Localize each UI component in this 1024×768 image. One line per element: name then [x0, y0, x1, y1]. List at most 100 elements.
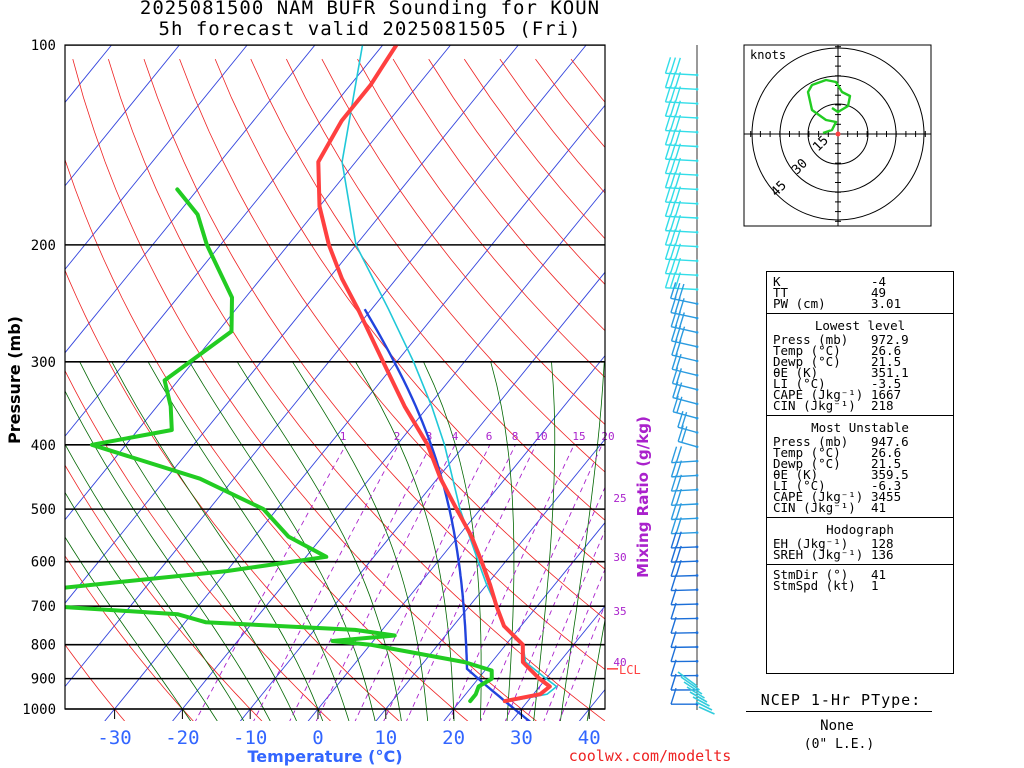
wind-barb-flag [664, 114, 672, 131]
lowest-label: Dewp (°C) [773, 354, 841, 369]
temperature-tick-label: 40 [578, 727, 601, 749]
wind-barb-flag [670, 531, 677, 549]
plot-frame [64, 44, 606, 710]
lowest-row: Dewp (°C) 21.5 [773, 354, 953, 369]
mixing-ratio-line [253, 444, 399, 721]
mixing-ratio-tick-label: 35 [613, 605, 626, 618]
moist-adiabat-line [236, 361, 402, 721]
pressure-tick-label: 200 [31, 238, 56, 254]
mixing-ratio-line [558, 603, 605, 721]
wind-barb-flag [670, 324, 678, 342]
wind-barb-flag [670, 489, 678, 506]
wind-barb-flag [674, 229, 682, 246]
wind-barb-flag [675, 545, 682, 563]
dry-adiabat-line [65, 369, 332, 721]
isotherm-line [65, 45, 451, 521]
pressure-tick-label: 100 [31, 38, 56, 54]
moist-adiabat-line [586, 617, 605, 721]
lowest-value: 26.6 [871, 343, 902, 358]
virtual-temperature-line [341, 45, 558, 702]
mixing-ratio-line [383, 444, 516, 721]
wind-barb-flag [669, 114, 677, 132]
mixing-ratio-axis-title: Mixing Ratio (g/kg) [634, 416, 652, 578]
hodo-label: EH (Jkg⁻¹) [773, 536, 849, 551]
wind-barb-flag [669, 143, 677, 160]
wind-barb-flag [669, 157, 677, 174]
wind-barb-flag [674, 100, 682, 117]
wind-barb-staff [677, 426, 698, 434]
unstable-row: θE (K) 359.5 [773, 468, 953, 481]
credit-text: coolwx.com/modelts [569, 747, 732, 765]
wind-barb-flag [670, 602, 677, 620]
dry-adiabat-line [392, 58, 605, 332]
unstable-row: CIN (Jkg⁻¹) 41 [773, 501, 953, 514]
wind-barb-flag [664, 57, 672, 74]
isotherm-line [65, 45, 519, 604]
lowest-value: 1667 [871, 387, 902, 402]
mixing-ratio-line [448, 444, 575, 721]
mixing-ratio-line [480, 444, 603, 721]
wind-barb-flag [664, 257, 672, 274]
unstable-row: Temp (°C) 26.6 [773, 446, 953, 459]
temperature-tick-label: 10 [374, 727, 397, 749]
isotherm-line [104, 104, 605, 721]
unstable-row: Dewp (°C) 21.5 [773, 456, 953, 471]
wind-barb-flag [675, 488, 682, 506]
ptype-value: None [820, 718, 854, 734]
temperature-tick-label: 20 [442, 727, 465, 749]
unstable-value: 21.5 [871, 456, 902, 471]
pressure-tick-label: 900 [31, 672, 56, 688]
wind-barb-flag [664, 185, 672, 203]
indices-most-unstable: Most Unstable Press (mb) 947.6 Temp (°C) 26… [767, 416, 953, 518]
wind-barb-flag [664, 128, 672, 146]
wind-barb-flag [669, 271, 677, 289]
lowest-row: LI (°C) -3.5 [773, 376, 953, 391]
moist-adiabat-line [147, 361, 350, 721]
wind-barb-flag [674, 186, 682, 203]
wind-barb-flag [669, 171, 677, 189]
wind-barb-flag [670, 631, 677, 648]
wind-barb-flag [676, 396, 683, 414]
dry-adiabat-line [72, 58, 537, 721]
mixing-ratio-line [289, 444, 432, 721]
pressure-tick-label: 800 [31, 638, 56, 654]
hodograph-title: Hodograph [826, 522, 894, 537]
indices-hodograph: Hodograph EH (Jkg⁻¹) 128 SREH (Jkg⁻¹) 136 [767, 518, 953, 565]
mixing-ratio-line [354, 444, 491, 721]
wind-barb-flag [669, 282, 677, 299]
index-value: 49 [871, 285, 887, 300]
isotherm-line [443, 521, 605, 721]
wind-barb-surface [692, 696, 710, 707]
wind-barb-surface [680, 676, 700, 691]
unstable-row: LI (°C) -6.3 [773, 479, 953, 492]
index-label: PW (cm) [773, 296, 826, 311]
hodo-value: 136 [871, 547, 894, 562]
wind-barb-flag [670, 545, 677, 563]
isotherm-line [511, 605, 605, 721]
wind-barb-surface [677, 671, 698, 687]
lowest-label: Press (mb) [773, 332, 849, 347]
moist-adiabat-line [292, 361, 429, 721]
chart-title-line1: 2025081500 NAM BUFR Sounding for KOUN [139, 0, 601, 19]
temperature-tick-label: -10 [233, 727, 267, 749]
unstable-label: Dewp (°C) [773, 456, 841, 471]
dry-adiabat-line [65, 464, 263, 721]
index-value: -4 [871, 274, 887, 289]
wind-barb-flag [669, 85, 677, 103]
unstable-row: Press (mb) 947.6 [773, 435, 953, 448]
hodograph-trace [806, 78, 852, 135]
mixing-ratio-tick-label: 8 [512, 430, 519, 443]
wind-barb-surface [695, 701, 713, 711]
profile-layer [65, 45, 558, 721]
lowest-value: -3.5 [871, 376, 902, 391]
lowest-value: 218 [871, 398, 894, 413]
wind-barb-flag [670, 645, 677, 662]
dry-adiabat-line [179, 58, 605, 620]
wind-barb-flag [675, 474, 683, 492]
wind-barb-flag [675, 517, 682, 534]
wind-barb-flag [670, 296, 677, 313]
dry-adiabat-line [65, 555, 194, 721]
wind-barb-flag [664, 200, 672, 217]
indices-storm-motion: StmDir (°) 41 StmSpd (kt) 1 [767, 565, 953, 595]
indices-lowest-level: Lowest level Press (mb) 972.9 Temp (°C) 26.… [767, 314, 953, 416]
